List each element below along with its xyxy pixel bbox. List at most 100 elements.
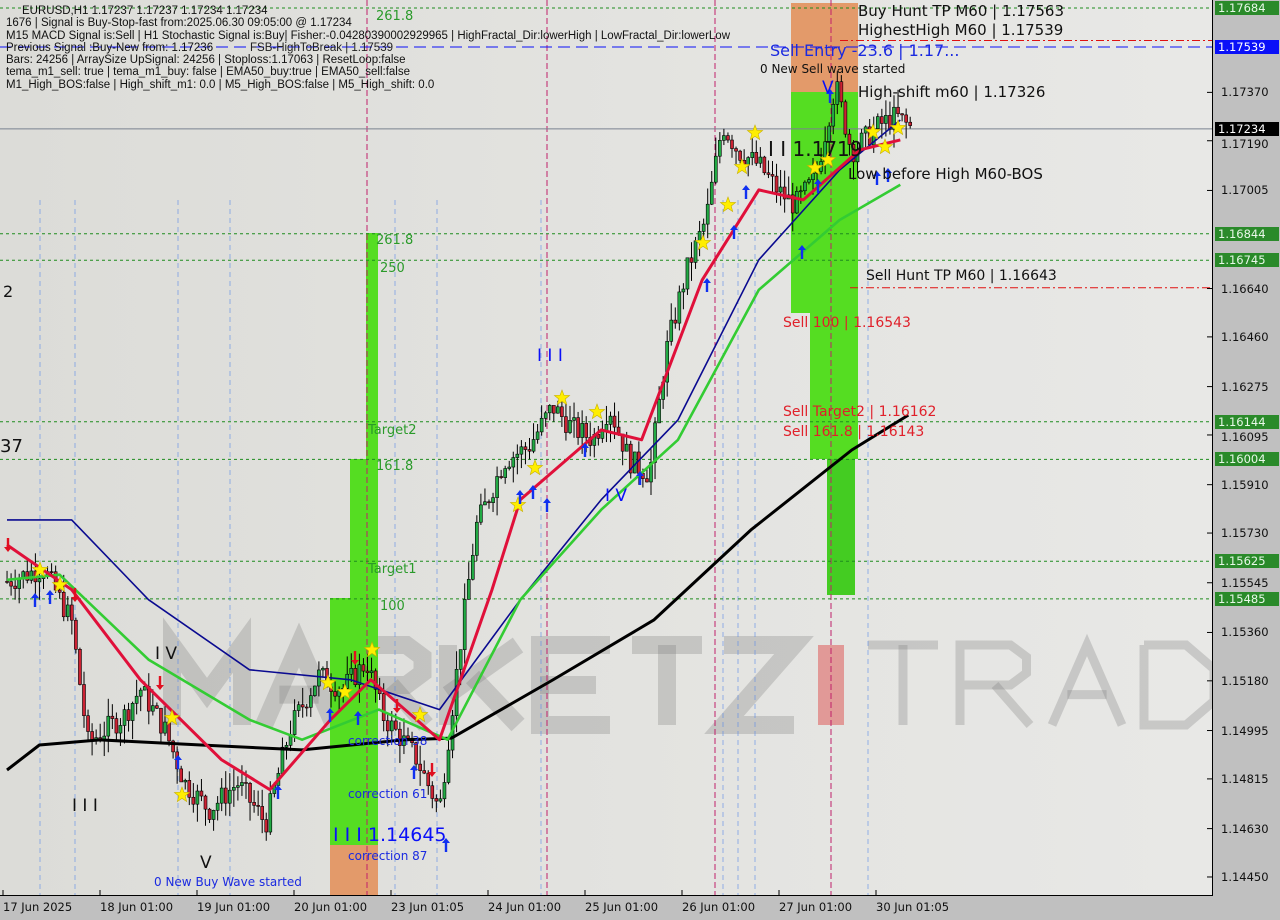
bullish-candle bbox=[718, 140, 722, 157]
bearish-candle bbox=[673, 319, 678, 324]
buy-arrow-icon bbox=[884, 168, 892, 182]
bullish-candle bbox=[357, 664, 362, 685]
bearish-candle bbox=[78, 649, 82, 685]
bullish-candle bbox=[572, 417, 576, 421]
price-tick-label: 1.14995 bbox=[1221, 723, 1269, 738]
bearish-candle bbox=[730, 139, 734, 149]
bullish-candle bbox=[875, 116, 880, 129]
fib-label: 161.8 bbox=[376, 459, 414, 474]
star-signal-icon bbox=[876, 138, 894, 155]
bullish-candle bbox=[531, 439, 536, 452]
sell-arrow-icon bbox=[4, 538, 12, 552]
target-zone bbox=[810, 313, 858, 459]
watermark-letter bbox=[1139, 640, 1212, 730]
bullish-candle bbox=[470, 555, 475, 580]
bearish-candle bbox=[90, 731, 94, 740]
buy-hunt-tp-label: Buy Hunt TP M60 | 1.17563 bbox=[858, 2, 1065, 20]
bullish-candle bbox=[608, 415, 613, 425]
target-zone bbox=[366, 233, 378, 459]
time-tick-label: 26 Jun 01:00 bbox=[682, 900, 756, 914]
bullish-candle bbox=[462, 599, 467, 650]
correction-label: correction 61 bbox=[348, 787, 428, 801]
bearish-candle bbox=[880, 116, 884, 124]
bearish-candle bbox=[762, 156, 767, 174]
price-tick-label: 1.16095 bbox=[1221, 429, 1269, 444]
bearish-candle bbox=[434, 798, 439, 802]
bearish-candle bbox=[782, 186, 787, 200]
moving-average-line bbox=[7, 119, 901, 711]
star-signal-icon bbox=[31, 561, 49, 578]
bullish-candle bbox=[442, 782, 447, 800]
bullish-candle bbox=[649, 462, 653, 483]
bearish-candle bbox=[734, 148, 738, 152]
new-buy-wave-label: 0 New Buy Wave started bbox=[154, 875, 302, 889]
bearish-candle bbox=[847, 133, 852, 145]
sell-161-label: Sell 161.8 | 1.16143 bbox=[783, 424, 925, 440]
buy-arrow-icon bbox=[730, 225, 738, 239]
wave-label: I I I bbox=[72, 796, 98, 816]
bullish-candle bbox=[835, 81, 840, 105]
new-sell-wave-label: 0 New Sell wave started bbox=[760, 62, 906, 76]
bullish-candle bbox=[491, 497, 495, 503]
bearish-candle bbox=[689, 257, 694, 263]
watermark-letter bbox=[955, 640, 1031, 725]
wave-label: I V bbox=[155, 644, 178, 664]
target-zone bbox=[791, 3, 858, 92]
star-signal-icon bbox=[336, 683, 354, 700]
bullish-candle bbox=[503, 468, 507, 478]
info-line: M1_High_BOS:false | High_shift_m1: 0.0 |… bbox=[6, 78, 435, 91]
bullish-candle bbox=[292, 710, 297, 735]
bullish-candle bbox=[466, 579, 471, 600]
bearish-candle bbox=[564, 416, 568, 433]
price-tick-label: 1.16275 bbox=[1221, 379, 1269, 394]
info-panel: EURUSD,H1 1.17237 1.17237 1.17234 1.1723… bbox=[6, 5, 730, 91]
price-tick-label: 1.16460 bbox=[1221, 329, 1269, 344]
chart-plot-area[interactable]: EURUSD,H1 1.17237 1.17237 1.17234 1.1723… bbox=[0, 0, 1213, 896]
bullish-candle bbox=[284, 745, 289, 748]
moving-average-line bbox=[6, 413, 910, 772]
bullish-candle bbox=[657, 399, 661, 424]
buy-arrow-icon bbox=[814, 179, 822, 193]
high-shift-label: High-shift m60 | 1.17326 bbox=[858, 83, 1046, 101]
star-signal-icon bbox=[411, 706, 429, 723]
bearish-candle bbox=[333, 691, 337, 697]
target-label: Target2 bbox=[368, 423, 417, 438]
star-signal-icon bbox=[719, 196, 737, 213]
bullish-candle bbox=[17, 578, 21, 589]
bearish-candle bbox=[904, 114, 908, 123]
bearish-candle bbox=[560, 406, 564, 417]
bearish-candle bbox=[179, 768, 183, 783]
time-tick-label: 24 Jun 01:00 bbox=[488, 900, 562, 914]
bullish-candle bbox=[389, 720, 394, 732]
bearish-candle bbox=[187, 780, 192, 798]
star-signal-icon bbox=[806, 159, 824, 176]
bearish-candle bbox=[766, 172, 771, 175]
correction-label: correction 38 bbox=[348, 734, 428, 748]
time-tick-label: 19 Jun 01:00 bbox=[197, 900, 271, 914]
bearish-candle bbox=[155, 705, 159, 709]
bearish-candle bbox=[61, 591, 66, 618]
bullish-candle bbox=[65, 604, 70, 618]
star-signal-icon bbox=[746, 124, 764, 141]
price-level-badge: 1.15625 bbox=[1215, 554, 1279, 569]
bearish-candle bbox=[256, 805, 260, 807]
fib-label: 261.8 bbox=[376, 9, 414, 24]
bullish-candle bbox=[219, 787, 224, 804]
bearish-candle bbox=[754, 152, 759, 164]
bearish-candle bbox=[353, 668, 358, 685]
wave-label-low: I I I 1.14645 bbox=[333, 824, 447, 846]
buy-arrow-icon bbox=[410, 765, 418, 779]
bullish-candle bbox=[624, 443, 629, 452]
bearish-candle bbox=[365, 670, 370, 674]
bearish-candle bbox=[790, 194, 795, 214]
bullish-candle bbox=[778, 186, 783, 193]
bearish-candle bbox=[203, 795, 208, 810]
highest-high-label: HighestHigh M60 | 1.17539 bbox=[858, 21, 1064, 39]
bearish-candle bbox=[304, 706, 309, 709]
bullish-candle bbox=[568, 420, 572, 433]
watermark-letter bbox=[991, 682, 1034, 728]
price-tick-label: 1.15910 bbox=[1221, 477, 1269, 492]
bullish-candle bbox=[507, 466, 512, 469]
price-level-badge: 1.16745 bbox=[1215, 253, 1279, 268]
bullish-candle bbox=[475, 521, 479, 556]
